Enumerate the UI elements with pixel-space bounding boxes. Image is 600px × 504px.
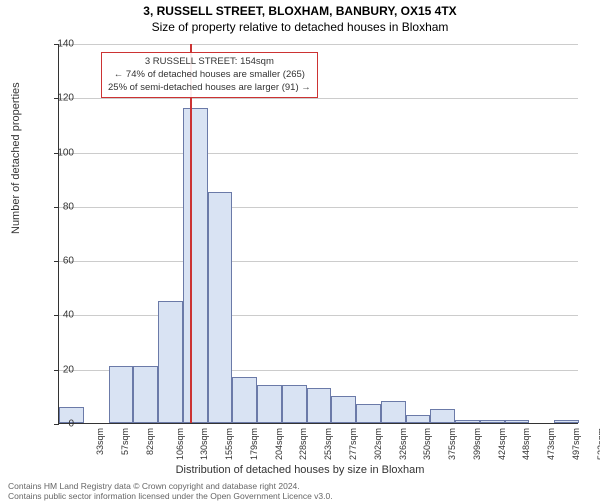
y-tick-label: 120 (57, 93, 74, 104)
x-tick-label: 277sqm (348, 428, 358, 460)
x-tick-label: 424sqm (497, 428, 507, 460)
footer-line-2: Contains public sector information licen… (8, 491, 333, 502)
histogram-bar (257, 385, 282, 423)
x-tick-label: 130sqm (199, 428, 209, 460)
y-tick-label: 0 (68, 419, 74, 430)
histogram-bar (158, 301, 183, 423)
x-tick-label: 375sqm (447, 428, 457, 460)
x-axis-label: Distribution of detached houses by size … (0, 464, 600, 476)
histogram-bar (232, 377, 257, 423)
y-axis-label: Number of detached properties (10, 82, 22, 234)
y-tick-label: 100 (57, 147, 74, 158)
grid-line (59, 44, 578, 45)
histogram-bar (554, 420, 579, 423)
histogram-bar (430, 409, 455, 423)
x-tick-label: 350sqm (422, 428, 432, 460)
x-tick-label: 228sqm (299, 428, 309, 460)
x-tick-label: 326sqm (398, 428, 408, 460)
grid-line (59, 207, 578, 208)
marker-line (190, 44, 192, 423)
plot-area: 3 RUSSELL STREET: 154sqm← 74% of detache… (58, 44, 578, 424)
histogram-bar (133, 366, 158, 423)
x-tick-label: 33sqm (95, 428, 105, 455)
histogram-bar (307, 388, 332, 423)
x-tick-label: 106sqm (175, 428, 185, 460)
y-tick-mark (54, 261, 59, 262)
y-tick-label: 20 (63, 364, 74, 375)
chart-footer: Contains HM Land Registry data © Crown c… (8, 481, 333, 502)
y-tick-mark (54, 207, 59, 208)
histogram-bar (381, 401, 406, 423)
grid-line (59, 315, 578, 316)
x-tick-label: 204sqm (274, 428, 284, 460)
histogram-bar (480, 420, 505, 423)
histogram-bar (356, 404, 381, 423)
y-tick-label: 80 (63, 201, 74, 212)
histogram-bar (406, 415, 431, 423)
y-tick-label: 60 (63, 256, 74, 267)
histogram-bar (331, 396, 356, 423)
x-tick-label: 155sqm (224, 428, 234, 460)
x-tick-label: 253sqm (323, 428, 333, 460)
x-tick-label: 497sqm (571, 428, 581, 460)
chart-title: 3, RUSSELL STREET, BLOXHAM, BANBURY, OX1… (0, 4, 600, 18)
annotation-line: ← 74% of detached houses are smaller (26… (108, 69, 311, 82)
x-tick-label: 179sqm (249, 428, 259, 460)
x-tick-label: 448sqm (521, 428, 531, 460)
annotation-line: 25% of semi-detached houses are larger (… (108, 82, 311, 95)
x-tick-label: 522sqm (596, 428, 600, 460)
footer-line-1: Contains HM Land Registry data © Crown c… (8, 481, 333, 492)
x-tick-label: 82sqm (145, 428, 155, 455)
y-tick-mark (54, 424, 59, 425)
histogram-bar (505, 420, 530, 423)
histogram-bar (109, 366, 134, 423)
histogram-bar (183, 108, 208, 423)
y-tick-label: 140 (57, 39, 74, 50)
y-tick-mark (54, 315, 59, 316)
grid-line (59, 261, 578, 262)
grid-line (59, 153, 578, 154)
x-tick-label: 473sqm (546, 428, 556, 460)
histogram-bar (208, 192, 233, 423)
y-tick-label: 40 (63, 310, 74, 321)
annotation-line: 3 RUSSELL STREET: 154sqm (108, 56, 311, 69)
histogram-bar (282, 385, 307, 423)
x-tick-label: 302sqm (373, 428, 383, 460)
chart-subtitle: Size of property relative to detached ho… (0, 20, 600, 34)
annotation-box: 3 RUSSELL STREET: 154sqm← 74% of detache… (101, 52, 318, 98)
x-tick-label: 57sqm (120, 428, 130, 455)
y-tick-mark (54, 370, 59, 371)
x-tick-label: 399sqm (472, 428, 482, 460)
chart-container: 3, RUSSELL STREET, BLOXHAM, BANBURY, OX1… (0, 4, 600, 504)
histogram-bar (455, 420, 480, 423)
